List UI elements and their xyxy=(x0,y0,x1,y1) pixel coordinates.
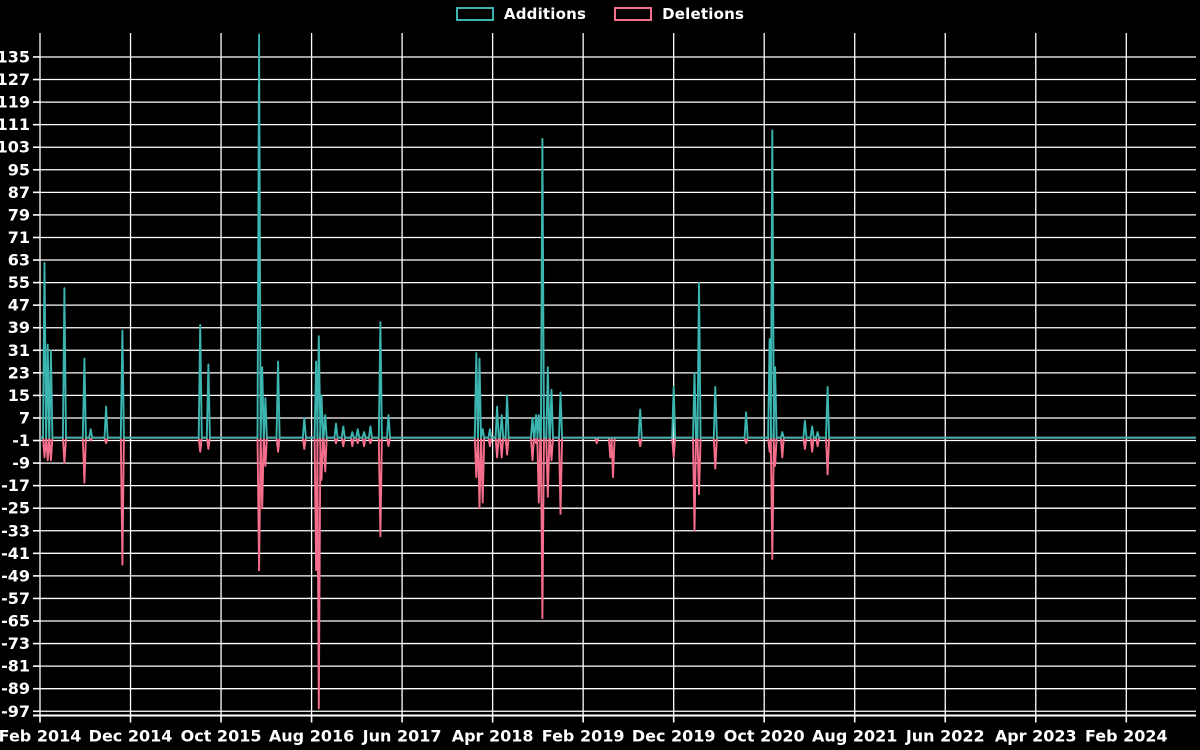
y-tick-label: 63 xyxy=(8,251,30,270)
y-tick-label: 55 xyxy=(8,273,30,292)
y-tick-label: -65 xyxy=(1,612,30,631)
y-tick-label: 79 xyxy=(8,205,30,224)
x-tick-label: Dec 2014 xyxy=(89,727,173,746)
additions-line xyxy=(40,33,1196,439)
y-tick-label: -41 xyxy=(1,544,30,563)
x-tick-label: Jun 2017 xyxy=(362,727,442,746)
x-tick-label: Aug 2021 xyxy=(812,727,897,746)
y-tick-label: 47 xyxy=(8,296,30,315)
y-tick-label: -73 xyxy=(1,634,30,653)
y-tick-label: 31 xyxy=(8,341,30,360)
x-tick-label: Oct 2015 xyxy=(181,727,262,746)
y-tick-label: 39 xyxy=(8,318,30,337)
x-tick-label: Apr 2023 xyxy=(995,727,1077,746)
y-tick-label: 127 xyxy=(0,70,30,89)
x-tick-label: Feb 2024 xyxy=(1085,727,1168,746)
y-tick-label: 15 xyxy=(8,386,30,405)
y-tick-label: 135 xyxy=(0,47,30,66)
y-tick-label: -97 xyxy=(1,702,30,721)
y-tick-label: 95 xyxy=(8,160,30,179)
x-tick-label: Apr 2018 xyxy=(452,727,534,746)
y-tick-label: 23 xyxy=(8,363,30,382)
y-tick-label: 111 xyxy=(0,115,30,134)
y-tick-label: 87 xyxy=(8,183,30,202)
x-tick-label: Jun 2022 xyxy=(905,727,985,746)
y-tick-label: 71 xyxy=(8,228,30,247)
y-tick-label: -57 xyxy=(1,589,30,608)
y-tick-label: -49 xyxy=(1,566,30,585)
y-tick-label: 7 xyxy=(19,408,30,427)
x-tick-label: Feb 2014 xyxy=(0,727,81,746)
y-tick-label: 103 xyxy=(0,138,30,157)
y-tick-label: -9 xyxy=(12,454,30,473)
y-tick-label: -89 xyxy=(1,679,30,698)
y-tick-label: -33 xyxy=(1,521,30,540)
x-tick-label: Oct 2020 xyxy=(724,727,805,746)
y-tick-label: 119 xyxy=(0,93,30,112)
y-tick-label: -17 xyxy=(1,476,30,495)
x-tick-label: Dec 2019 xyxy=(632,727,716,746)
y-tick-label: -81 xyxy=(1,657,30,676)
x-tick-label: Feb 2019 xyxy=(542,727,625,746)
deletions-line xyxy=(40,436,1196,710)
y-tick-label: -1 xyxy=(12,431,30,450)
x-tick-label: Aug 2016 xyxy=(269,727,354,746)
y-tick-label: -25 xyxy=(1,499,30,518)
